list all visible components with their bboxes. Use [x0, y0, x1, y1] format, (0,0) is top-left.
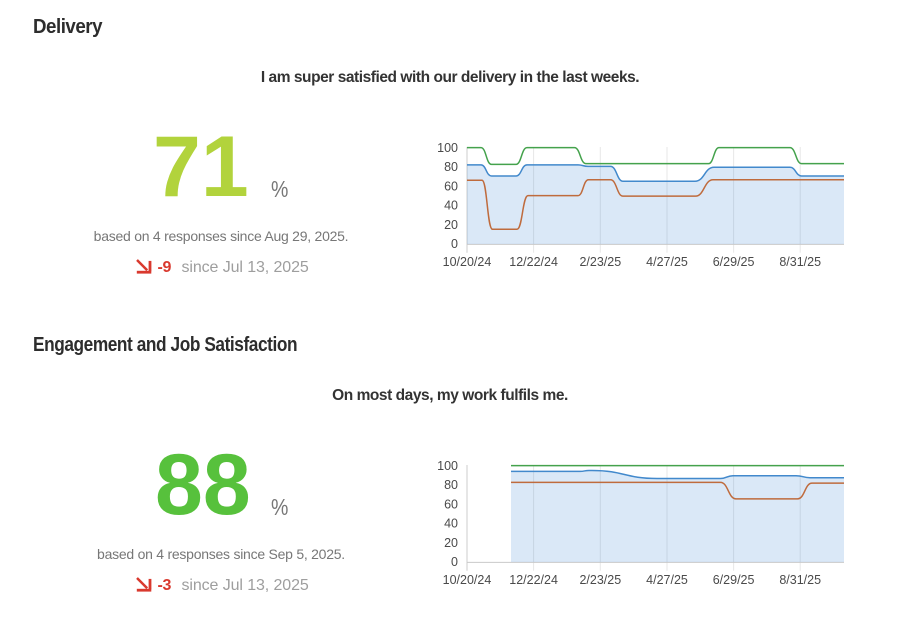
svg-text:0: 0 [451, 555, 458, 569]
svg-text:2/23/25: 2/23/25 [579, 573, 621, 587]
svg-text:6/29/25: 6/29/25 [713, 255, 755, 269]
svg-text:100: 100 [437, 141, 458, 155]
svg-text:60: 60 [444, 179, 458, 193]
svg-text:20: 20 [444, 218, 458, 232]
svg-text:8/31/25: 8/31/25 [779, 573, 821, 587]
svg-text:80: 80 [444, 160, 458, 174]
svg-text:60: 60 [444, 497, 458, 511]
svg-text:4/27/25: 4/27/25 [646, 573, 688, 587]
svg-text:80: 80 [444, 478, 458, 492]
svg-text:20: 20 [444, 536, 458, 550]
svg-text:10/20/24: 10/20/24 [443, 255, 492, 269]
svg-text:4/27/25: 4/27/25 [646, 255, 688, 269]
svg-text:40: 40 [444, 517, 458, 531]
svg-text:12/22/24: 12/22/24 [509, 255, 558, 269]
svg-text:8/31/25: 8/31/25 [779, 255, 821, 269]
svg-text:40: 40 [444, 199, 458, 213]
svg-text:0: 0 [451, 237, 458, 251]
svg-text:10/20/24: 10/20/24 [443, 573, 492, 587]
svg-text:6/29/25: 6/29/25 [713, 573, 755, 587]
svg-text:12/22/24: 12/22/24 [509, 573, 558, 587]
svg-text:2/23/25: 2/23/25 [579, 255, 621, 269]
svg-text:100: 100 [437, 459, 458, 473]
